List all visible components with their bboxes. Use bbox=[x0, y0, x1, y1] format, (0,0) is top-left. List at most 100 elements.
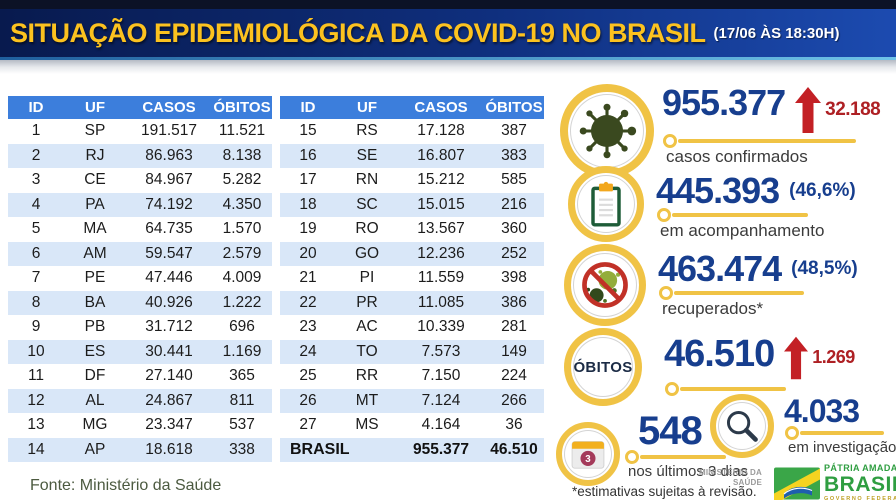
cell-uf: SP bbox=[84, 122, 106, 140]
cell-obitos: 398 bbox=[501, 269, 527, 287]
table-row: 25 RR 7.150 224 bbox=[280, 364, 544, 389]
stat-deaths-last-3-days: 3 548 nos últimos 3 dias bbox=[556, 411, 749, 486]
cell-obitos: 1.570 bbox=[222, 220, 262, 238]
cell-uf: CE bbox=[84, 171, 106, 189]
gov-slogan-main: BRASIL bbox=[824, 473, 896, 496]
stat-investigation: 4.033 em investigação bbox=[710, 394, 896, 458]
col-header-id: ID bbox=[28, 99, 44, 116]
brazil-flag-icon bbox=[774, 467, 820, 500]
col-header-casos: CASOS bbox=[414, 99, 468, 116]
table-row: 13 MG 23.347 537 bbox=[8, 413, 272, 438]
table-row: 17 RN 15.212 585 bbox=[280, 168, 544, 193]
state-table-right: ID UF CASOS ÓBITOS 15 RS 17.128 387 16 bbox=[280, 96, 544, 462]
cell-obitos: 4.350 bbox=[222, 195, 262, 213]
cell-uf: TO bbox=[356, 342, 378, 360]
cell-uf: AM bbox=[83, 244, 107, 262]
table-row: 16 SE 16.807 383 bbox=[280, 143, 544, 168]
cell-id: 5 bbox=[31, 220, 41, 238]
cell-id: 20 bbox=[299, 244, 317, 262]
cell-casos: 7.150 bbox=[421, 367, 461, 385]
cell-uf: PR bbox=[356, 293, 378, 311]
table-body-left: 1 SP 191.517 11.521 2 RJ 86.963 8.138 3 bbox=[8, 119, 272, 462]
col-header-obitos: ÓBITOS bbox=[485, 99, 543, 116]
state-tables: ID UF CASOS ÓBITOS 1 SP 191.517 11.521 2 bbox=[8, 96, 544, 462]
underline-pin bbox=[672, 213, 808, 218]
cell-casos: 64.735 bbox=[145, 220, 193, 238]
stat-monitoring: 445.393 (46,6%) em acompanhamento bbox=[568, 166, 856, 242]
government-logo: PÁTRIA AMADA BRASIL GOVERNO FEDERAL bbox=[774, 464, 896, 502]
cell-obitos: 696 bbox=[229, 318, 255, 336]
table-row: 15 RS 17.128 387 bbox=[280, 119, 544, 144]
table-row: 2 RJ 86.963 8.138 bbox=[8, 143, 272, 168]
gov-slogan-top: PÁTRIA AMADA bbox=[824, 463, 896, 473]
cell-casos: 13.567 bbox=[417, 220, 465, 238]
cell-casos: 59.547 bbox=[145, 244, 193, 262]
cell-casos: 16.807 bbox=[417, 146, 465, 164]
table-row: 19 RO 13.567 360 bbox=[280, 217, 544, 242]
cell-id: 13 bbox=[27, 416, 45, 434]
table-row: 14 AP 18.618 338 bbox=[8, 437, 272, 462]
deaths-value: 46.510 bbox=[664, 333, 775, 375]
calendar-day-number: 3 bbox=[585, 454, 591, 465]
stat-confirmed-cases: 955.377 32.188 casos confirmados bbox=[560, 84, 881, 178]
table-row: 22 PR 11.085 386 bbox=[280, 290, 544, 315]
underline-pin bbox=[640, 455, 726, 459]
underline-pin bbox=[800, 431, 884, 436]
cell-casos: 11.559 bbox=[417, 269, 465, 287]
total-casos: 955.377 bbox=[412, 440, 470, 458]
confirmed-label: casos confirmados bbox=[666, 147, 808, 166]
cell-uf: PI bbox=[359, 269, 375, 287]
gov-slogan-sub: GOVERNO FEDERAL bbox=[824, 496, 896, 502]
cell-obitos: 252 bbox=[501, 244, 527, 262]
table-row: 8 BA 40.926 1.222 bbox=[8, 290, 272, 315]
col-header-uf: UF bbox=[357, 99, 377, 116]
report-timestamp: (17/06 ÀS 18:30H) bbox=[713, 24, 840, 42]
total-label: BRASIL bbox=[290, 440, 350, 458]
table-body-right: 15 RS 17.128 387 16 SE 16.807 383 17 bbox=[280, 119, 544, 438]
cell-uf: RR bbox=[355, 367, 379, 385]
cell-casos: 4.164 bbox=[421, 416, 461, 434]
table-row: 24 TO 7.573 149 bbox=[280, 339, 544, 364]
cell-obitos: 387 bbox=[501, 122, 527, 140]
cell-uf: MA bbox=[83, 220, 107, 238]
table-row: 5 MA 64.735 1.570 bbox=[8, 217, 272, 242]
cell-uf: PE bbox=[84, 269, 106, 287]
cell-uf: MS bbox=[355, 416, 379, 434]
obitos-badge-label: ÓBITOS bbox=[573, 358, 633, 376]
cell-id: 9 bbox=[31, 318, 41, 336]
monitoring-label: em acompanhamento bbox=[660, 221, 825, 241]
table-row: 27 MS 4.164 36 bbox=[280, 413, 544, 438]
cell-obitos: 266 bbox=[501, 391, 527, 409]
increase-arrow-icon bbox=[795, 87, 822, 133]
cell-uf: SE bbox=[356, 146, 378, 164]
top-strip bbox=[0, 0, 896, 9]
cell-uf: RJ bbox=[85, 146, 105, 164]
underline-pin bbox=[680, 387, 786, 391]
table-row: 3 CE 84.967 5.282 bbox=[8, 168, 272, 193]
cell-obitos: 2.579 bbox=[222, 244, 262, 262]
last3days-label: nos últimos 3 dias bbox=[628, 463, 749, 480]
table-row: 26 MT 7.124 266 bbox=[280, 388, 544, 413]
cell-id: 4 bbox=[31, 195, 41, 213]
cell-casos: 24.867 bbox=[145, 391, 193, 409]
cell-obitos: 149 bbox=[501, 342, 527, 360]
cell-obitos: 360 bbox=[501, 220, 527, 238]
cell-casos: 27.140 bbox=[145, 367, 193, 385]
cell-obitos: 386 bbox=[501, 293, 527, 311]
cell-id: 26 bbox=[299, 391, 317, 409]
cell-id: 11 bbox=[27, 367, 45, 385]
cell-obitos: 5.282 bbox=[222, 171, 262, 189]
ministry-label: MINISTÉRIO DA SAÚDE bbox=[698, 468, 762, 488]
recovered-pct: (48,5%) bbox=[791, 258, 858, 280]
calendar-icon: 3 bbox=[556, 422, 620, 486]
cell-casos: 86.963 bbox=[145, 146, 193, 164]
cell-id: 14 bbox=[27, 440, 45, 458]
cell-uf: PA bbox=[85, 195, 105, 213]
col-header-uf: UF bbox=[85, 99, 105, 116]
cell-uf: RO bbox=[355, 220, 379, 238]
increase-arrow-icon bbox=[784, 336, 809, 380]
cell-id: 10 bbox=[27, 342, 45, 360]
cell-id: 19 bbox=[299, 220, 317, 238]
cell-uf: MT bbox=[355, 391, 379, 409]
stat-recovered: 463.474 (48,5%) recuperados* bbox=[564, 244, 858, 326]
